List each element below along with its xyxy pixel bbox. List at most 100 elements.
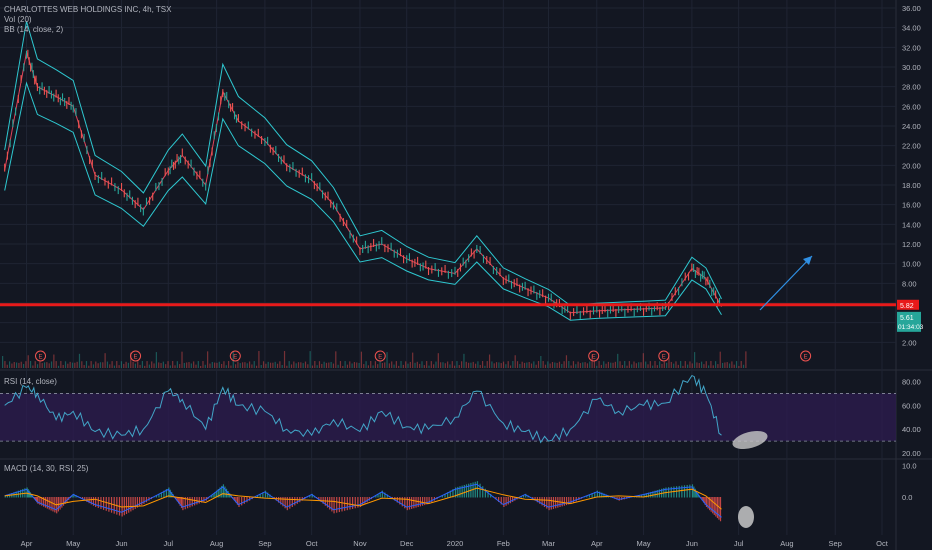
volume-bar xyxy=(519,364,521,368)
volume-bar xyxy=(570,365,572,368)
macd-histogram-bar xyxy=(169,489,171,498)
macd-histogram-bar xyxy=(543,497,546,507)
volume-bar xyxy=(137,361,139,368)
macd-histogram-bar xyxy=(48,497,50,510)
volume-bar xyxy=(661,363,663,368)
volume-bar xyxy=(374,361,376,368)
support-price-badge xyxy=(897,299,919,310)
macd-histogram-bar xyxy=(318,497,320,501)
volume-bar xyxy=(69,361,71,368)
volume-bar xyxy=(691,363,693,368)
volume-bar xyxy=(556,362,558,368)
volume-bar xyxy=(440,362,442,368)
volume-bar xyxy=(414,362,416,368)
volume-bar xyxy=(426,361,428,368)
macd-histogram-bar xyxy=(141,497,143,506)
volume-bar xyxy=(13,362,15,368)
macd-histogram-bar xyxy=(534,497,536,501)
macd-histogram-bar xyxy=(128,497,130,513)
macd-histogram-bar xyxy=(647,492,650,498)
volume-bar xyxy=(4,361,6,368)
macd-histogram-bar xyxy=(373,497,375,498)
x-tick-label: Feb xyxy=(497,539,510,548)
volume-bar xyxy=(433,364,435,368)
volume-bar xyxy=(687,364,689,368)
macd-histogram-bar xyxy=(591,493,593,498)
macd-histogram-bar xyxy=(71,495,73,498)
macd-histogram-bar xyxy=(155,495,158,498)
macd-histogram-bar xyxy=(520,496,522,498)
volume-bar xyxy=(619,361,621,368)
macd-histogram-bar xyxy=(145,497,148,503)
macd-histogram-bar xyxy=(426,497,428,505)
volume-bar xyxy=(214,362,216,368)
volume-bar xyxy=(742,364,745,368)
symbol-title[interactable]: CHARLOTTES WEB HOLDINGS INC, 4h, TSX xyxy=(4,5,172,14)
macd-histogram-bar xyxy=(484,488,486,498)
x-tick-label: Jun xyxy=(115,539,127,548)
macd-indicator-label[interactable]: MACD (14, 30, RSI, 25) xyxy=(4,464,89,473)
volume-bar xyxy=(360,351,363,368)
macd-histogram-bar xyxy=(719,497,722,522)
volume-bar xyxy=(241,362,244,368)
macd-histogram-bar xyxy=(341,497,343,512)
volume-bar xyxy=(437,353,439,368)
macd-histogram-bar xyxy=(309,495,311,498)
macd-histogram-bar xyxy=(233,497,235,501)
rsi-indicator-label[interactable]: RSI (14, close) xyxy=(4,377,57,386)
volume-bar xyxy=(593,361,596,368)
macd-histogram-bar xyxy=(512,497,514,502)
volume-bar xyxy=(514,355,516,368)
macd-histogram-bar xyxy=(643,493,645,498)
volume-bar xyxy=(409,361,411,368)
macd-histogram-bar xyxy=(294,497,296,506)
macd-histogram-bar xyxy=(461,485,463,498)
macd-histogram-bar xyxy=(411,497,413,509)
volume-bar xyxy=(666,362,668,368)
support-price-label: 5.82 xyxy=(900,303,914,310)
volume-bar xyxy=(290,364,293,368)
volume-bar xyxy=(447,361,449,368)
volume-bar xyxy=(225,365,227,368)
volume-bar xyxy=(209,363,211,368)
volume-bar xyxy=(733,364,735,368)
volume-bar xyxy=(607,361,609,368)
macd-histogram-bar xyxy=(675,486,678,498)
macd-histogram-bar xyxy=(505,497,507,506)
macd-histogram-bar xyxy=(64,497,66,504)
volume-bar xyxy=(680,361,682,368)
macd-histogram-bar xyxy=(500,497,502,505)
volume-bar xyxy=(304,361,307,368)
macd-histogram-bar xyxy=(344,497,346,511)
volume-bar xyxy=(279,361,281,368)
macd-histogram-bar xyxy=(338,497,340,513)
macd-histogram-bar xyxy=(336,497,338,513)
macd-histogram-bar xyxy=(498,497,500,502)
volume-bar xyxy=(11,363,13,368)
volume-bar xyxy=(237,361,239,368)
volume-bar xyxy=(57,365,60,368)
macd-histogram-bar xyxy=(594,491,596,498)
macd-histogram-bar xyxy=(241,497,243,506)
macd-histogram-bar xyxy=(201,497,203,503)
volume-bar xyxy=(71,362,74,368)
volume-bar xyxy=(179,364,181,368)
volume-bar xyxy=(470,362,472,368)
macd-histogram-bar xyxy=(586,495,588,498)
volume-bar xyxy=(344,361,346,368)
y-tick-label: 2.00 xyxy=(902,338,917,347)
macd-histogram-bar xyxy=(652,491,654,498)
bb-indicator-label[interactable]: BB (14, close, 2) xyxy=(4,25,64,34)
volume-bar xyxy=(645,361,647,368)
macd-histogram-bar xyxy=(381,490,383,498)
macd-histogram-bar xyxy=(399,497,401,505)
macd-histogram-bar xyxy=(179,497,181,506)
volume-bar xyxy=(479,364,481,368)
volume-bar xyxy=(323,361,325,368)
volume-bar xyxy=(689,361,691,368)
y-tick-label: 22.00 xyxy=(902,142,921,151)
volume-bar xyxy=(342,365,344,368)
vol-indicator-label[interactable]: Vol (20) xyxy=(4,15,32,24)
axes: Apr May Jun Jul Aug Sep Oct Nov Dec 2020 Feb Mar Apr… xyxy=(21,4,921,548)
